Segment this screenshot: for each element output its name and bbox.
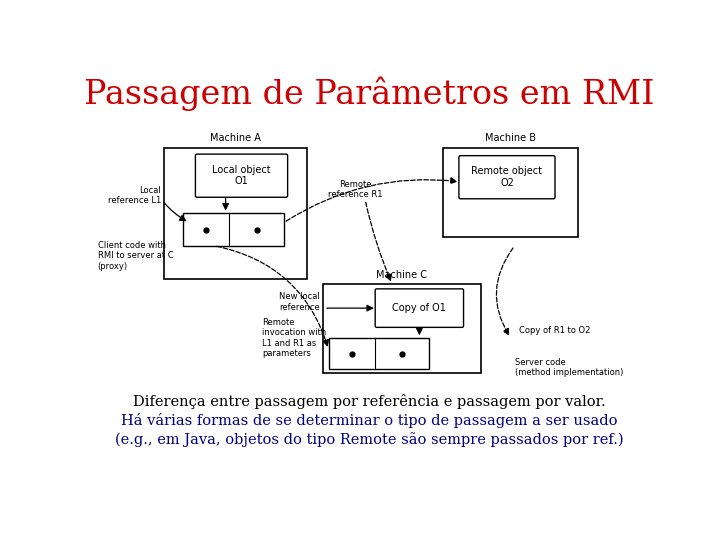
Text: Copy of R1 to O2: Copy of R1 to O2 xyxy=(518,326,590,335)
FancyBboxPatch shape xyxy=(195,154,287,197)
FancyBboxPatch shape xyxy=(459,156,555,199)
Bar xyxy=(323,284,482,373)
Text: Remote
reference R1: Remote reference R1 xyxy=(328,180,382,199)
Text: Machine C: Machine C xyxy=(377,269,428,280)
Bar xyxy=(329,338,429,369)
Bar xyxy=(163,148,307,279)
Bar xyxy=(443,148,578,237)
Text: Há várias formas de se determinar o tipo de passagem a ser usado: Há várias formas de se determinar o tipo… xyxy=(121,413,617,428)
Bar xyxy=(183,213,284,246)
Text: Client code with
RMI to server at C
(proxy): Client code with RMI to server at C (pro… xyxy=(98,241,174,271)
Text: Remote object
O2: Remote object O2 xyxy=(472,166,542,188)
Text: Local
reference L1: Local reference L1 xyxy=(108,186,161,205)
Text: New local
reference: New local reference xyxy=(279,292,320,312)
Text: Server code
(method implementation): Server code (method implementation) xyxy=(515,357,623,377)
Text: (e.g., em Java, objetos do tipo Remote são sempre passados por ref.): (e.g., em Java, objetos do tipo Remote s… xyxy=(114,433,624,447)
Text: Diferença entre passagem por referência e passagem por valor.: Diferença entre passagem por referência … xyxy=(132,394,606,409)
Text: Local object
O1: Local object O1 xyxy=(212,165,271,186)
Text: Machine B: Machine B xyxy=(485,133,536,143)
Text: Machine A: Machine A xyxy=(210,133,261,143)
Text: Remote
invocation with
L1 and R1 as
parameters: Remote invocation with L1 and R1 as para… xyxy=(262,318,326,358)
Text: Passagem de Parâmetros em RMI: Passagem de Parâmetros em RMI xyxy=(84,77,654,111)
FancyBboxPatch shape xyxy=(375,289,464,327)
Text: Copy of O1: Copy of O1 xyxy=(392,303,446,313)
